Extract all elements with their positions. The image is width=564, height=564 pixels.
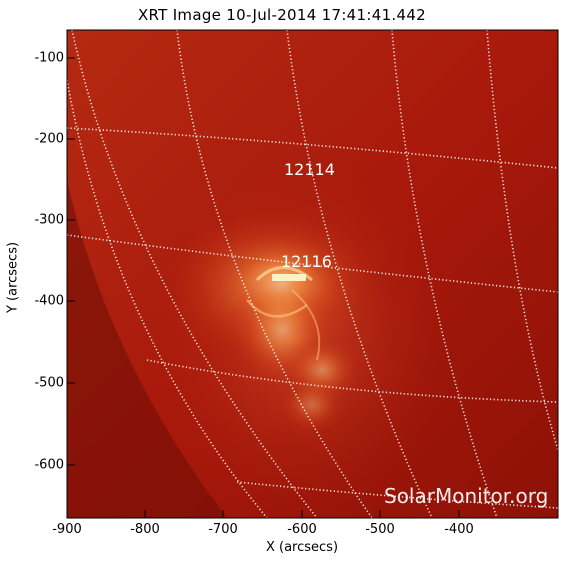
x-tick-label: -500 bbox=[365, 522, 395, 537]
flare-kernel bbox=[272, 274, 306, 281]
active-region-label: 12114 bbox=[284, 160, 335, 179]
active-region-label: 12116 bbox=[281, 252, 332, 271]
x-tick-label: -600 bbox=[287, 522, 317, 537]
y-tick-label: -400 bbox=[34, 293, 64, 309]
y-tick-label: -600 bbox=[34, 457, 64, 473]
x-axis-label: X (arcsecs) bbox=[265, 540, 339, 555]
image-title: XRT Image 10-Jul-2014 17:41:41.442 bbox=[137, 6, 427, 24]
x-tick-label: -900 bbox=[52, 522, 82, 537]
x-tick-label: -700 bbox=[208, 522, 238, 537]
y-axis-label: Y (arcsecs) bbox=[5, 241, 21, 314]
y-tick-label: -100 bbox=[34, 50, 64, 66]
y-tick-label: -200 bbox=[34, 131, 64, 147]
heliographic-grid bbox=[67, 30, 558, 518]
y-tick-label: -500 bbox=[34, 375, 64, 391]
x-tick-label: -800 bbox=[130, 522, 160, 537]
solar-image bbox=[67, 30, 558, 518]
y-tick-label: -300 bbox=[34, 212, 64, 228]
limb-shade bbox=[67, 180, 227, 518]
watermark: SolarMonitor.org bbox=[384, 484, 549, 508]
x-tick-label: -400 bbox=[444, 522, 474, 537]
